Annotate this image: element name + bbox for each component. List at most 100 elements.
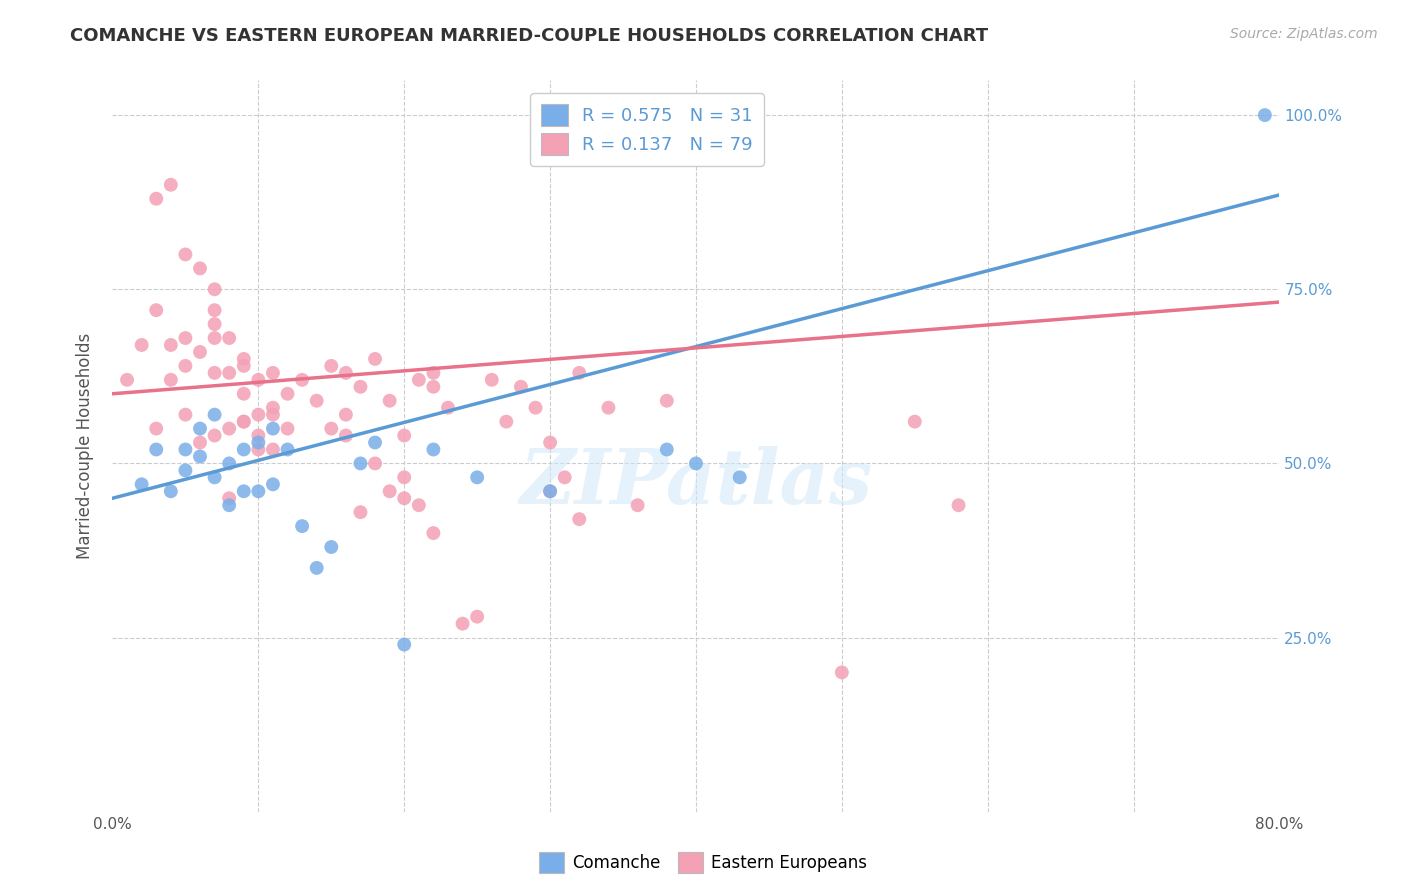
Point — [685, 457, 707, 471]
Point — [321, 421, 343, 435]
Text: COMANCHE VS EASTERN EUROPEAN MARRIED-COUPLE HOUSEHOLDS CORRELATION CHART: COMANCHE VS EASTERN EUROPEAN MARRIED-COU… — [70, 27, 988, 45]
Point — [188, 450, 211, 464]
Point — [145, 442, 167, 457]
Point — [174, 408, 197, 422]
Point — [204, 282, 226, 296]
Point — [232, 386, 254, 401]
Point — [509, 380, 531, 394]
Point — [218, 491, 240, 506]
Point — [408, 373, 430, 387]
Point — [174, 331, 197, 345]
Point — [335, 408, 357, 422]
Point — [321, 540, 343, 554]
Point — [655, 442, 678, 457]
Point — [218, 366, 240, 380]
Point — [598, 401, 620, 415]
Point — [131, 477, 153, 491]
Point — [538, 484, 561, 499]
Point — [188, 435, 211, 450]
Point — [262, 421, 284, 435]
Point — [131, 338, 153, 352]
Point — [145, 421, 167, 435]
Point — [305, 393, 328, 408]
Point — [218, 331, 240, 345]
Y-axis label: Married-couple Households: Married-couple Households — [76, 333, 94, 559]
Point — [247, 373, 270, 387]
Point — [247, 435, 270, 450]
Point — [262, 442, 284, 457]
Point — [204, 303, 226, 318]
Point — [160, 338, 183, 352]
Point — [115, 373, 138, 387]
Point — [422, 442, 444, 457]
Point — [247, 408, 270, 422]
Point — [364, 435, 387, 450]
Point — [1254, 108, 1277, 122]
Point — [204, 317, 226, 331]
Point — [655, 393, 678, 408]
Point — [538, 435, 561, 450]
Point — [232, 415, 254, 429]
Point — [204, 428, 226, 442]
Legend: Comanche, Eastern Europeans: Comanche, Eastern Europeans — [533, 846, 873, 880]
Point — [481, 373, 503, 387]
Point — [188, 261, 211, 276]
Point — [232, 415, 254, 429]
Point — [394, 491, 416, 506]
Point — [904, 415, 927, 429]
Point — [174, 463, 197, 477]
Point — [247, 428, 270, 442]
Point — [145, 192, 167, 206]
Point — [262, 477, 284, 491]
Point — [627, 498, 650, 512]
Point — [218, 457, 240, 471]
Point — [291, 519, 314, 533]
Point — [232, 442, 254, 457]
Point — [247, 484, 270, 499]
Point — [174, 247, 197, 261]
Point — [349, 380, 371, 394]
Point — [495, 415, 517, 429]
Point — [305, 561, 328, 575]
Point — [232, 351, 254, 366]
Point — [422, 366, 444, 380]
Point — [568, 366, 591, 380]
Point — [204, 366, 226, 380]
Point — [276, 421, 298, 435]
Point — [276, 442, 298, 457]
Point — [408, 498, 430, 512]
Point — [364, 351, 387, 366]
Point — [204, 470, 226, 484]
Point — [465, 609, 488, 624]
Point — [831, 665, 853, 680]
Point — [276, 386, 298, 401]
Point — [247, 442, 270, 457]
Point — [538, 484, 561, 499]
Point — [204, 331, 226, 345]
Legend: R = 0.575   N = 31, R = 0.137   N = 79: R = 0.575 N = 31, R = 0.137 N = 79 — [530, 93, 763, 166]
Point — [232, 484, 254, 499]
Point — [394, 428, 416, 442]
Point — [321, 359, 343, 373]
Point — [262, 366, 284, 380]
Point — [437, 401, 460, 415]
Point — [524, 401, 547, 415]
Point — [378, 484, 401, 499]
Point — [174, 359, 197, 373]
Point — [262, 408, 284, 422]
Point — [218, 498, 240, 512]
Point — [262, 401, 284, 415]
Point — [160, 178, 183, 192]
Point — [335, 428, 357, 442]
Point — [378, 393, 401, 408]
Point — [145, 303, 167, 318]
Point — [728, 470, 751, 484]
Point — [291, 373, 314, 387]
Point — [422, 526, 444, 541]
Point — [160, 484, 183, 499]
Point — [160, 373, 183, 387]
Point — [204, 408, 226, 422]
Text: ZIPatlas: ZIPatlas — [519, 446, 873, 519]
Point — [451, 616, 474, 631]
Point — [218, 421, 240, 435]
